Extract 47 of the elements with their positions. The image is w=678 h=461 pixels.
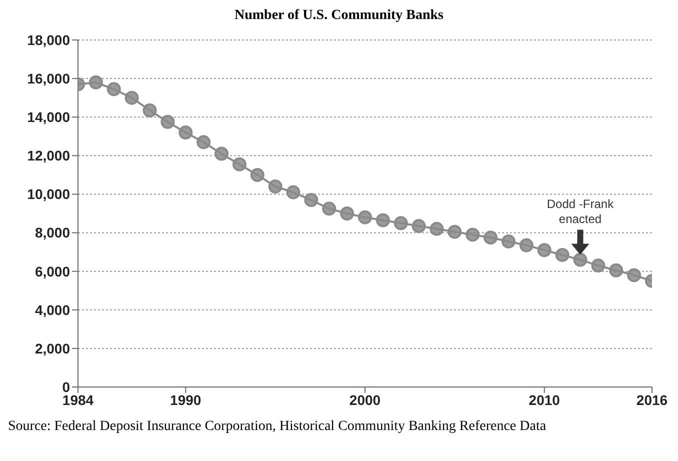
point [178,126,193,140]
point [627,268,642,282]
point [304,193,318,208]
y-tick-label: 12,000 [27,148,70,164]
x-tick-label: 2000 [349,392,381,408]
point [232,157,246,172]
point [537,243,552,258]
point [502,234,516,248]
point [214,146,228,161]
source-note: Source: Federal Deposit Insurance Corporation, Historical Community Banking Reference Data [8,419,548,435]
y-tick-label: 6,000 [34,263,70,280]
point [106,82,121,96]
point [466,228,480,242]
chart-title: Number of U.S. Community Banks [234,8,444,24]
point [160,114,175,129]
y-tick-label: 4,000 [34,302,70,318]
point [376,213,390,228]
point [484,230,498,245]
point [394,216,408,230]
point [573,252,588,267]
x-tick-label: 1990 [170,392,202,408]
y-tick-label: 2,000 [34,340,70,356]
point [519,238,534,252]
x-tick-label: 2016 [636,392,668,408]
point [448,224,462,239]
point [250,168,264,182]
point [124,90,139,105]
y-tick-label: 8,000 [34,224,70,241]
point [322,202,336,216]
point [142,103,157,118]
x-tick-label: 2010 [528,392,560,408]
point [196,135,211,150]
y-tick-label: 14,000 [27,109,70,126]
annotation: Dodd -Frank enacted [546,196,615,226]
point [430,222,444,236]
point [286,185,300,200]
point [555,248,570,262]
point [340,206,354,220]
point [609,263,624,278]
point [88,75,103,90]
point [268,180,282,194]
point [591,258,606,273]
point [412,219,426,234]
y-tick-label: 18,000 [27,32,70,48]
point [358,210,372,224]
y-tick-label: 10,000 [27,186,70,202]
y-tick-label: 16,000 [27,70,70,87]
